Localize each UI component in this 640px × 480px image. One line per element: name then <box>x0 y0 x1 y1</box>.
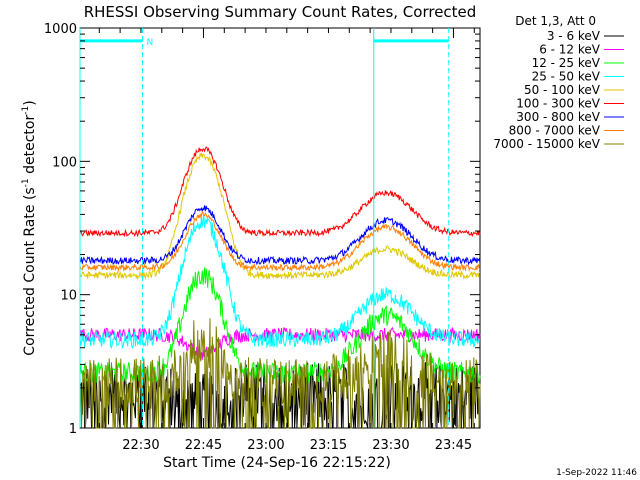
chart-title: RHESSI Observing Summary Count Rates, Co… <box>84 3 477 21</box>
legend-label-4: 25 - 50 keV <box>532 70 601 84</box>
legend-label-5: 50 - 100 keV <box>524 83 601 97</box>
legend-label-7: 300 - 800 keV <box>516 110 600 124</box>
legend-label-6: 100 - 300 keV <box>516 97 600 111</box>
series-line-4 <box>79 214 481 350</box>
y-axis-label: Corrected Count Rate (s-1 detector-1) <box>21 100 38 355</box>
plot-frame <box>79 27 481 429</box>
y-tick-label-1: 1 <box>69 422 77 437</box>
annotation-layer: N <box>79 28 450 428</box>
footer-date: 1-Sep-2022 11:46 <box>556 468 637 478</box>
series-line-6 <box>79 146 481 238</box>
y-tick-label-4: 1000 <box>44 22 77 37</box>
x-axis: 22:30 22:45 23:00 23:15 23:30 23:45 <box>98 28 475 453</box>
series-line-3 <box>79 267 481 385</box>
y-tick-label-3: 100 <box>52 155 77 170</box>
legend-label-8: 800 - 7000 keV <box>509 124 601 138</box>
x-tick-label-5: 23:30 <box>372 438 409 453</box>
x-tick-label-4: 23:15 <box>310 438 347 453</box>
y-axis-label-sup-1: -1 <box>21 178 31 187</box>
series-layer <box>79 146 481 429</box>
y-tick-label-2: 10 <box>60 289 77 304</box>
legend-title: Det 1,3, Att 0 <box>515 14 596 28</box>
x-tick-label-3: 23:00 <box>247 438 284 453</box>
plot-area: N 1 10 100 1000 22:30 22:45 23:00 23:15 23:30 23… <box>44 22 481 453</box>
saa-label-1: N <box>147 38 154 48</box>
legend-label-2: 6 - 12 keV <box>539 43 601 57</box>
y-axis-label-mid: detector <box>22 115 38 179</box>
y-axis-label-end: ) <box>22 100 38 105</box>
legend-label-9: 7000 - 15000 keV <box>493 137 600 151</box>
x-tick-label-2: 22:45 <box>185 438 222 453</box>
series-line-8 <box>79 210 481 272</box>
x-tick-label-6: 23:45 <box>435 438 472 453</box>
y-axis-label-main: Corrected Count Rate (s <box>22 187 38 355</box>
legend-label-1: 3 - 6 keV <box>547 29 601 43</box>
x-axis-label: Start Time (24-Sep-16 22:15:22) <box>163 455 391 471</box>
series-line-7 <box>79 205 481 266</box>
series-line-5 <box>79 152 481 281</box>
x-tick-label-1: 22:30 <box>122 438 159 453</box>
y-axis: 1 10 100 1000 <box>44 22 480 437</box>
series-line-9 <box>79 318 481 429</box>
y-axis-label-sup-2: -1 <box>21 106 31 115</box>
legend-label-3: 12 - 25 keV <box>532 56 601 70</box>
